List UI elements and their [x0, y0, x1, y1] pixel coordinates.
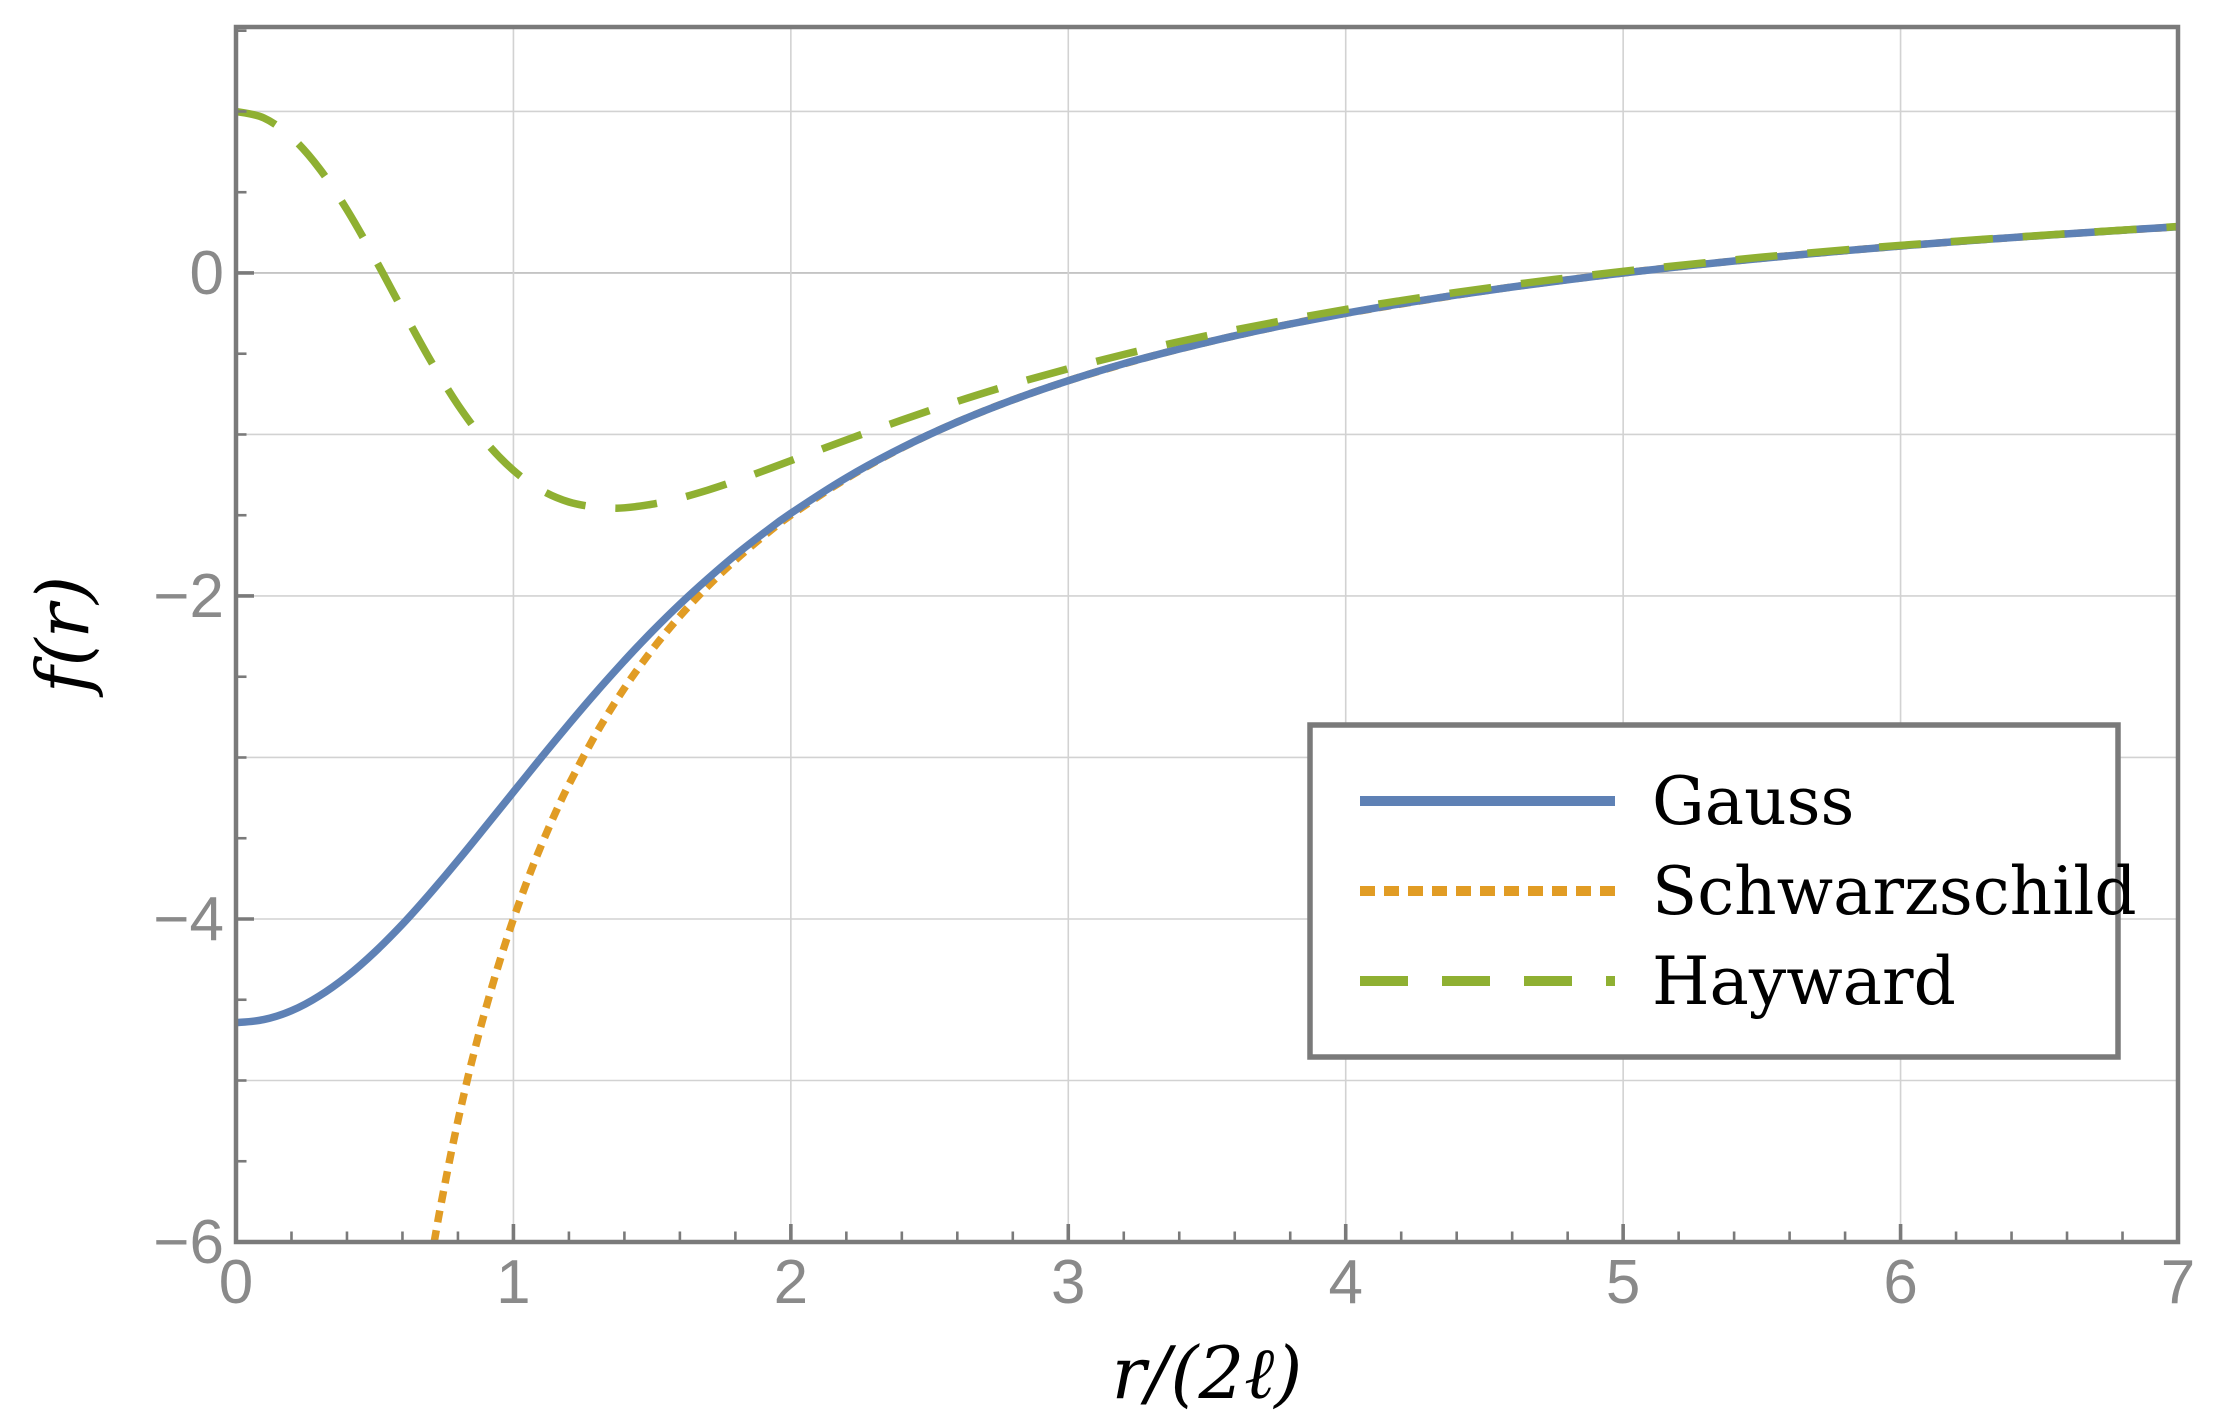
- tick-labels: 0 1 2 3 4 5 6 7 0 −2 −4 −6: [153, 239, 2195, 1317]
- legend-entry: Schwarzschild: [1360, 853, 2137, 930]
- x-tick-label: 5: [1606, 1248, 1640, 1317]
- x-axis-label: r/(2ℓ): [1112, 1331, 1303, 1415]
- x-tick-label: 3: [1051, 1248, 1085, 1317]
- legend-entry: Gauss: [1360, 763, 1854, 840]
- legend-entry-label: Gauss: [1652, 763, 1854, 840]
- y-axis-label: f(r): [21, 576, 105, 698]
- y-tick-label: −2: [153, 562, 224, 631]
- x-tick-label: 0: [219, 1248, 253, 1317]
- legend-entry-label: Schwarzschild: [1652, 853, 2137, 930]
- x-tick-label: 7: [2161, 1248, 2195, 1317]
- plot-frame: [233, 24, 2181, 1245]
- x-tick-label: 1: [496, 1248, 530, 1317]
- x-tick-label: 4: [1328, 1248, 1362, 1317]
- curve-hayward: [236, 107, 2178, 512]
- y-tick-label: 0: [190, 239, 224, 308]
- legend-entry: Hayward: [1360, 943, 1956, 1020]
- y-tick-label: −4: [153, 885, 224, 954]
- x-tick-label: 6: [1883, 1248, 1917, 1317]
- legend-entry-label: Hayward: [1652, 943, 1956, 1020]
- ticks: [234, 29, 2180, 1244]
- curves: [236, 107, 2178, 1242]
- legend: Gauss Schwarzschild Hayward: [1307, 722, 2137, 1060]
- y-tick-label: −6: [153, 1208, 224, 1277]
- x-tick-label: 2: [774, 1248, 808, 1317]
